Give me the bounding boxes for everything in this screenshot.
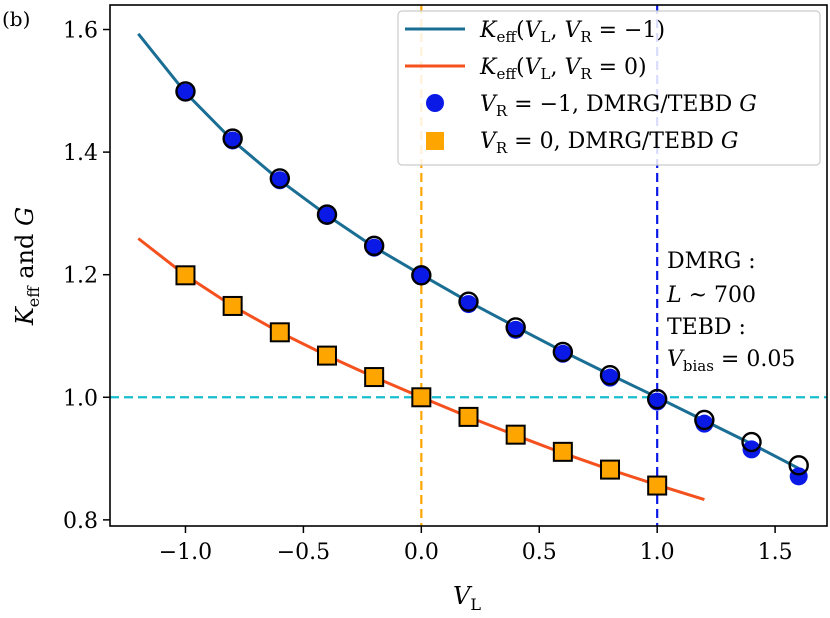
data-point-open-circle-13 bbox=[788, 455, 809, 476]
data-point-square-8 bbox=[552, 441, 573, 462]
data-point-circle-12 bbox=[742, 440, 761, 459]
annotation: DMRG : L ~ 700 TEBD : Vbias = 0.05 bbox=[666, 249, 795, 375]
data-point-open-circle-6 bbox=[458, 291, 479, 312]
legend-swatch-square bbox=[426, 132, 444, 150]
y-axis-title: Keff and G bbox=[11, 207, 43, 326]
data-point-square-7 bbox=[505, 424, 526, 445]
annotation-line-4: Vbias = 0.05 bbox=[667, 347, 795, 375]
annotation-line-3: TEBD : bbox=[667, 315, 746, 340]
data-point-square-9 bbox=[600, 459, 621, 480]
data-point-open-circle-8 bbox=[552, 341, 574, 363]
marker-layer bbox=[175, 81, 809, 496]
x-tick-label-0: −1.0 bbox=[159, 540, 212, 565]
y-tick-label-2: 1.2 bbox=[63, 264, 98, 289]
data-point-circle-0 bbox=[176, 83, 195, 102]
data-point-square-5 bbox=[411, 387, 432, 408]
data-point-square-4 bbox=[364, 367, 385, 388]
data-point-open-circle-4 bbox=[363, 235, 385, 257]
plot-frame bbox=[109, 4, 828, 527]
y-tick-label-1: 1.0 bbox=[63, 386, 98, 411]
x-tick-label-2: 0.0 bbox=[404, 540, 439, 565]
data-point-circle-3 bbox=[317, 206, 336, 225]
data-point-square-3 bbox=[316, 345, 337, 366]
x-tick-label-1: −0.5 bbox=[277, 540, 330, 565]
data-point-open-circle-9 bbox=[599, 365, 621, 386]
legend-label-0: Keff(VL, VR = −1) bbox=[479, 18, 665, 46]
y-tick-label-3: 1.4 bbox=[63, 141, 98, 166]
y-tick-label-4: 1.6 bbox=[63, 19, 98, 44]
legend-label-1: Keff(VL, VR = 0) bbox=[479, 55, 647, 83]
annotation-line-1: DMRG : bbox=[667, 249, 756, 274]
data-point-open-circle-11 bbox=[694, 409, 715, 431]
data-point-open-circle-10 bbox=[646, 388, 668, 410]
legend-box bbox=[397, 10, 821, 166]
data-point-square-2 bbox=[269, 322, 290, 343]
data-point-open-circle-7 bbox=[505, 317, 526, 338]
data-point-open-circle-1 bbox=[222, 128, 243, 149]
legend-swatch-circle bbox=[426, 94, 444, 112]
panel-label: (b) bbox=[2, 7, 30, 31]
x-tick-label-5: 1.5 bbox=[758, 540, 793, 565]
y-axis: 0.8 1.0 1.2 1.4 1.6 bbox=[63, 19, 110, 534]
data-point-open-circle-5 bbox=[411, 265, 432, 286]
data-point-square-0 bbox=[175, 265, 196, 286]
annotation-line-2: L ~ 700 bbox=[666, 283, 756, 308]
data-point-open-circle-0 bbox=[175, 81, 196, 102]
y-tick-label-0: 0.8 bbox=[63, 509, 98, 534]
legend-label-2: VR = −1, DMRG/TEBD G bbox=[480, 92, 757, 120]
data-point-circle-4 bbox=[365, 238, 384, 257]
x-tick-label-3: 0.5 bbox=[522, 540, 557, 565]
data-point-circle-1 bbox=[223, 131, 242, 150]
legend: Keff(VL, VR = −1) Keff(VL, VR = 0) VR = … bbox=[397, 10, 821, 166]
x-axis-title: VL bbox=[453, 582, 481, 614]
data-point-circle-8 bbox=[553, 344, 572, 363]
data-point-circle-2 bbox=[270, 171, 289, 190]
data-point-square-6 bbox=[458, 406, 479, 427]
data-point-square-10 bbox=[647, 475, 668, 496]
data-point-open-circle-2 bbox=[269, 168, 291, 189]
data-point-open-circle-12 bbox=[741, 431, 762, 453]
x-tick-label-4: 1.0 bbox=[640, 540, 675, 565]
data-point-square-1 bbox=[222, 295, 243, 316]
data-point-circle-5 bbox=[412, 266, 431, 285]
legend-label-3: VR = 0, DMRG/TEBD G bbox=[480, 129, 738, 157]
x-axis: −1.0 −0.5 0.0 0.5 1.0 1.5 bbox=[159, 526, 793, 565]
data-point-open-circle-3 bbox=[316, 204, 338, 225]
